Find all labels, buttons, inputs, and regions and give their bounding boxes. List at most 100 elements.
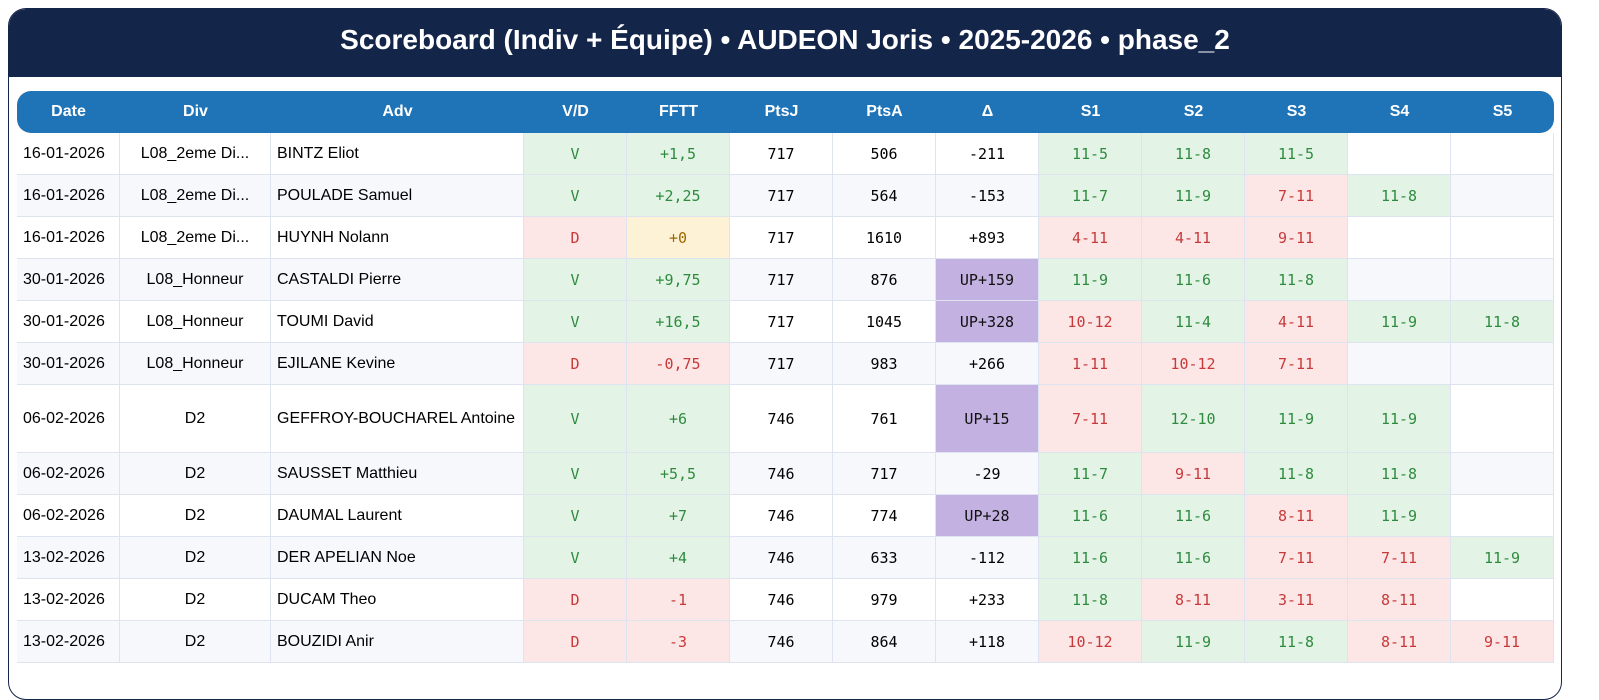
cell: +4 (627, 537, 730, 579)
cell: 06-02-2026 (17, 453, 120, 495)
column-header: PtsJ (730, 91, 833, 133)
cell: 11-8 (1245, 453, 1348, 495)
cell: 746 (730, 579, 833, 621)
empty-cell (1348, 133, 1451, 175)
empty-cell (1451, 175, 1554, 217)
cell: V (524, 495, 627, 537)
cell: -29 (936, 453, 1039, 495)
cell: 30-01-2026 (17, 301, 120, 343)
cell: UP+328 (936, 301, 1039, 343)
cell: 16-01-2026 (17, 133, 120, 175)
cell: +0 (627, 217, 730, 259)
empty-cell (1451, 385, 1554, 453)
cell: 11-5 (1245, 133, 1348, 175)
cell: 717 (730, 259, 833, 301)
cell: L08_2eme Di... (120, 217, 271, 259)
cell: 30-01-2026 (17, 259, 120, 301)
cell: 11-8 (1348, 453, 1451, 495)
cell: UP+15 (936, 385, 1039, 453)
cell: 11-9 (1142, 175, 1245, 217)
cell: 1045 (833, 301, 936, 343)
cell: V (524, 259, 627, 301)
cell: 864 (833, 621, 936, 663)
cell: BOUZIDI Anir (271, 621, 524, 663)
cell: 633 (833, 537, 936, 579)
column-header: S1 (1039, 91, 1142, 133)
cell: L08_Honneur (120, 301, 271, 343)
table-body: 16-01-2026 L08_2eme Di... BINTZ Eliot V +1,5… (17, 133, 1554, 663)
cell: 11-9 (1451, 537, 1554, 579)
empty-cell (1451, 343, 1554, 385)
cell: 11-8 (1245, 621, 1348, 663)
cell: DER APELIAN Noe (271, 537, 524, 579)
table-row: 13-02-2026 D2 BOUZIDI Anir D -3 746 864 +118 10-… (17, 621, 1554, 663)
cell: D2 (120, 579, 271, 621)
cell: +118 (936, 621, 1039, 663)
cell: HUYNH Nolann (271, 217, 524, 259)
cell: 9-11 (1451, 621, 1554, 663)
cell: 12-10 (1142, 385, 1245, 453)
cell: L08_2eme Di... (120, 133, 271, 175)
cell: 11-6 (1039, 495, 1142, 537)
cell: 11-8 (1142, 133, 1245, 175)
table-row: 13-02-2026 D2 DUCAM Theo D -1 746 979 +233 11-8 8… (17, 579, 1554, 621)
column-header: S3 (1245, 91, 1348, 133)
cell: L08_Honneur (120, 259, 271, 301)
cell: 16-01-2026 (17, 217, 120, 259)
cell: 8-11 (1245, 495, 1348, 537)
cell: 506 (833, 133, 936, 175)
cell: V (524, 537, 627, 579)
cell: 983 (833, 343, 936, 385)
cell: +6 (627, 385, 730, 453)
scoreboard-card: Scoreboard (Indiv + Équipe) • AUDEON Jor… (8, 8, 1562, 700)
cell: 717 (730, 175, 833, 217)
table-row: 30-01-2026 L08_Honneur EJILANE Kevine D -0,7… (17, 343, 1554, 385)
cell: +233 (936, 579, 1039, 621)
cell: 11-6 (1142, 537, 1245, 579)
table-row: 16-01-2026 L08_2eme Di... BINTZ Eliot V +1,5… (17, 133, 1554, 175)
cell: 3-11 (1245, 579, 1348, 621)
cell: 11-6 (1142, 495, 1245, 537)
table-row: 06-02-2026 D2 SAUSSET Matthieu V +5,5 746 717-… (17, 453, 1554, 495)
header-row: Date Div Adv V/D FFTT PtsJ PtsA Δ S1 S2 S3 S4 S5 (17, 91, 1554, 133)
table-row: 16-01-2026 L08_2eme Di... HUYNH Nolann D +0 7… (17, 217, 1554, 259)
cell: 11-8 (1245, 259, 1348, 301)
column-header: S5 (1451, 91, 1554, 133)
cell: 16-01-2026 (17, 175, 120, 217)
cell: EJILANE Kevine (271, 343, 524, 385)
empty-cell (1451, 259, 1554, 301)
empty-cell (1451, 495, 1554, 537)
empty-cell (1348, 343, 1451, 385)
cell: 11-9 (1039, 259, 1142, 301)
cell: 11-4 (1142, 301, 1245, 343)
cell: 4-11 (1245, 301, 1348, 343)
cell: +7 (627, 495, 730, 537)
column-header: Div (120, 91, 271, 133)
empty-cell (1451, 579, 1554, 621)
cell: 06-02-2026 (17, 495, 120, 537)
cell: +9,75 (627, 259, 730, 301)
cell: -1 (627, 579, 730, 621)
empty-cell (1348, 259, 1451, 301)
column-header: S4 (1348, 91, 1451, 133)
cell: SAUSSET Matthieu (271, 453, 524, 495)
cell: V (524, 301, 627, 343)
cell: +266 (936, 343, 1039, 385)
cell: 11-8 (1348, 175, 1451, 217)
cell: 11-8 (1039, 579, 1142, 621)
cell: 10-12 (1039, 301, 1142, 343)
cell: +5,5 (627, 453, 730, 495)
cell: 11-9 (1245, 385, 1348, 453)
cell: 979 (833, 579, 936, 621)
cell: 9-11 (1142, 453, 1245, 495)
cell: UP+28 (936, 495, 1039, 537)
cell: 30-01-2026 (17, 343, 120, 385)
cell: V (524, 175, 627, 217)
cell: 10-12 (1039, 621, 1142, 663)
empty-cell (1451, 453, 1554, 495)
cell: -112 (936, 537, 1039, 579)
cell: 717 (730, 133, 833, 175)
cell: DUCAM Theo (271, 579, 524, 621)
cell: 4-11 (1039, 217, 1142, 259)
cell: BINTZ Eliot (271, 133, 524, 175)
